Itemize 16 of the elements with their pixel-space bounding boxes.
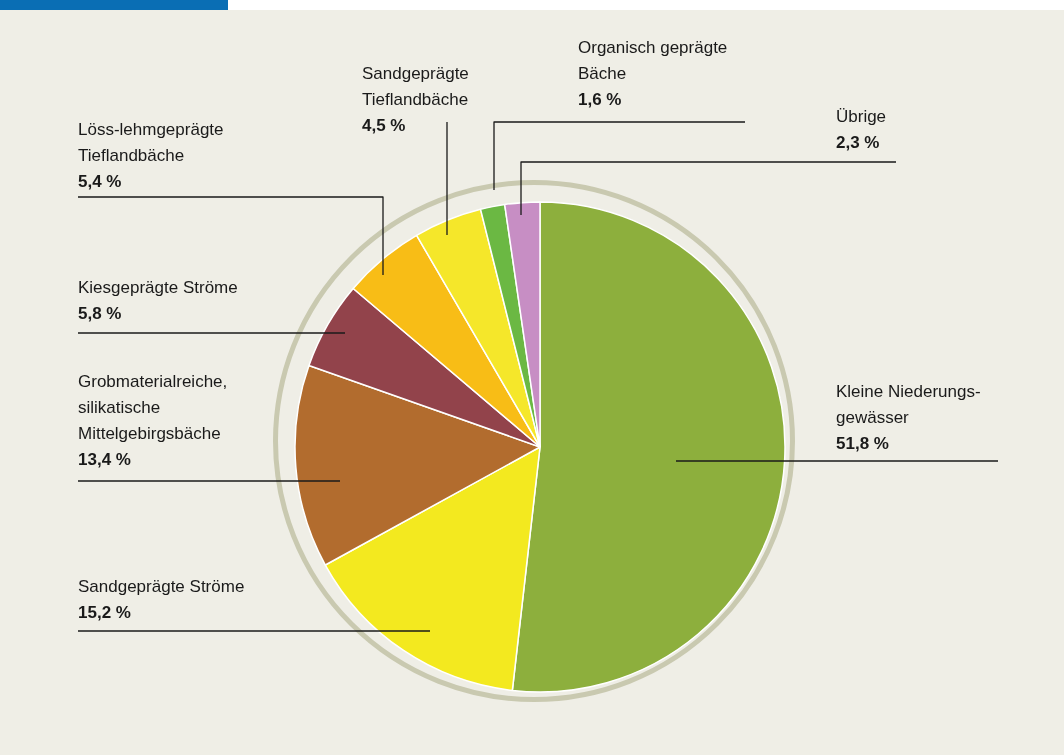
data-label: 15,2 % bbox=[78, 602, 131, 622]
slice-label: Löss-lehmgeprägte Tieflandbäche bbox=[78, 119, 224, 165]
data-label: 2,3 % bbox=[836, 132, 880, 152]
data-label: 5,4 % bbox=[78, 171, 122, 191]
slice-label: Sandgeprägte Tieflandbäche bbox=[362, 63, 469, 109]
data-label: 5,8 % bbox=[78, 303, 122, 323]
slice-label: Kleine Niederungs- gewässer bbox=[836, 381, 981, 427]
data-label: 4,5 % bbox=[362, 115, 406, 135]
slice-label: Kiesgeprägte Ströme bbox=[78, 277, 238, 297]
slice-label: Grobmaterialreiche, silikatische Mittelgebirgsbäche bbox=[78, 371, 228, 443]
slice-label: Sandgeprägte Ströme bbox=[78, 576, 245, 596]
slice-label: Organisch geprägte Bäche bbox=[578, 37, 728, 83]
data-label: 13,4 % bbox=[78, 449, 131, 469]
data-label: 1,6 % bbox=[578, 89, 622, 109]
data-label: 51,8 % bbox=[836, 433, 889, 453]
slice-label: Übrige bbox=[836, 106, 887, 126]
